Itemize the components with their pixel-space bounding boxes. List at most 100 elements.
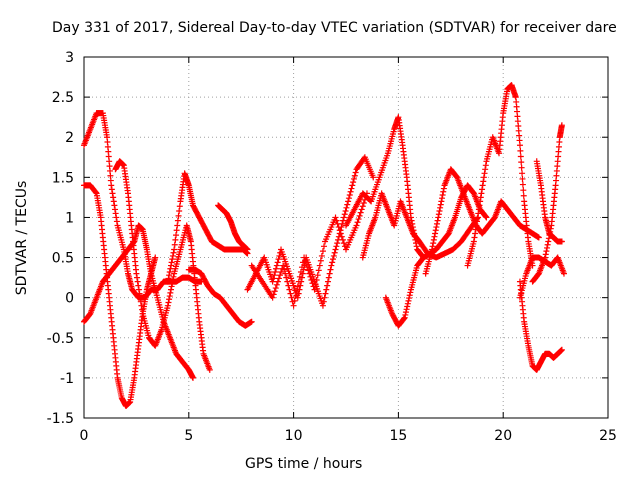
data-point: [433, 224, 440, 231]
data-point: [302, 257, 309, 264]
data-point: [481, 170, 488, 177]
data-point: [173, 232, 180, 239]
data-point: [352, 169, 359, 176]
data-point: [169, 277, 176, 284]
data-point: [404, 303, 411, 310]
data-point: [136, 290, 143, 297]
data-point: [339, 236, 346, 243]
x-tick-label: 10: [285, 428, 303, 444]
x-tick-label: 0: [80, 428, 89, 444]
data-point: [137, 298, 144, 305]
data-point: [519, 170, 526, 177]
data-point: [281, 266, 288, 273]
y-tick-label: 3: [65, 50, 74, 66]
data-point: [482, 166, 489, 173]
data-point: [545, 235, 552, 242]
data-point: [276, 252, 283, 259]
data-point: [402, 309, 409, 316]
data-point: [167, 262, 174, 269]
data-point: [319, 248, 326, 255]
data-point: [341, 211, 348, 218]
series-trace-N: [464, 82, 536, 269]
data-point: [311, 286, 318, 293]
data-point: [173, 227, 180, 234]
data-point: [166, 296, 173, 303]
data-point: [280, 262, 287, 269]
data-point: [164, 278, 171, 285]
data-point: [331, 249, 338, 256]
data-point: [271, 272, 278, 279]
data-point: [402, 311, 409, 318]
data-point: [404, 300, 411, 307]
data-point: [520, 192, 527, 199]
data-point: [472, 226, 479, 233]
data-point: [164, 302, 171, 309]
series-trace-R: [529, 122, 565, 285]
y-tick-label: 0: [65, 291, 74, 307]
data-point: [470, 238, 477, 245]
data-point: [320, 243, 327, 250]
y-axis-label: SDTVAR / TECUs: [14, 180, 30, 296]
data-point: [437, 201, 444, 208]
data-point: [294, 283, 301, 290]
x-axis-label: GPS time / hours: [245, 456, 363, 472]
data-point: [137, 294, 144, 301]
data-point: [475, 210, 482, 217]
data-point: [370, 174, 377, 181]
data-point: [275, 256, 282, 263]
data-point: [328, 262, 335, 269]
series-trace-D: [112, 158, 213, 373]
data-point: [558, 122, 565, 129]
data-point: [303, 260, 310, 267]
data-point: [176, 208, 183, 215]
data-point: [435, 214, 442, 221]
data-point: [189, 374, 196, 381]
data-point: [244, 246, 251, 253]
data-point: [476, 202, 483, 209]
data-point: [92, 189, 99, 196]
data-point: [271, 288, 278, 295]
data-point: [340, 240, 347, 247]
x-tick-label: 20: [494, 428, 512, 444]
data-point: [272, 265, 279, 272]
y-tick-label: 2.5: [52, 90, 74, 106]
data-point: [546, 232, 553, 239]
data-point: [167, 265, 174, 272]
data-point: [354, 219, 361, 226]
series-trace-K: [359, 190, 482, 261]
series-trace-C: [81, 222, 196, 381]
data-point: [152, 254, 159, 261]
series-trace-A: [81, 110, 205, 301]
data-point: [283, 274, 290, 281]
data-point: [326, 270, 333, 277]
data-point: [297, 268, 304, 275]
data-point: [356, 212, 363, 219]
series-trace-G: [185, 266, 255, 329]
data-point: [112, 206, 119, 213]
data-point: [269, 294, 276, 301]
data-point: [535, 234, 542, 241]
y-tick-label: 0.5: [52, 251, 74, 267]
data-point: [169, 252, 176, 259]
data-point: [296, 273, 303, 280]
data-point: [544, 244, 551, 251]
y-tick-label: 1.5: [52, 170, 74, 186]
data-point: [305, 267, 312, 274]
data-point: [518, 159, 525, 166]
data-point: [274, 259, 281, 266]
data-point: [558, 346, 565, 353]
data-point: [168, 283, 175, 290]
data-point: [479, 182, 486, 189]
data-point: [134, 278, 141, 285]
data-point: [345, 195, 352, 202]
data-point: [438, 195, 445, 202]
data-point: [357, 209, 364, 216]
data-point: [474, 218, 480, 225]
data-point: [360, 200, 367, 207]
data-point: [344, 201, 351, 208]
data-point: [547, 228, 554, 235]
data-point: [482, 213, 489, 220]
data-point: [436, 208, 443, 215]
data-point: [134, 274, 141, 281]
data-point: [472, 230, 479, 237]
